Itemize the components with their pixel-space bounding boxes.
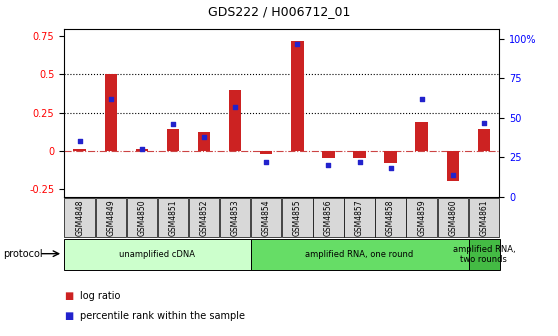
Text: percentile rank within the sample: percentile rank within the sample	[80, 311, 245, 321]
Text: GSM4853: GSM4853	[230, 199, 239, 236]
Bar	[384, 151, 397, 163]
Bar	[344, 198, 375, 237]
Point	[107, 96, 116, 101]
Text: GSM4849: GSM4849	[107, 199, 116, 236]
Point	[324, 162, 333, 168]
Text: GSM4850: GSM4850	[137, 199, 146, 236]
Text: amplified RNA, one round: amplified RNA, one round	[305, 250, 413, 259]
Bar	[95, 198, 126, 237]
Text: GSM4851: GSM4851	[169, 199, 177, 236]
Bar	[376, 198, 406, 237]
Point	[200, 134, 209, 139]
Point	[293, 41, 302, 46]
Bar	[74, 149, 86, 151]
Bar	[127, 198, 157, 237]
Text: GSM4855: GSM4855	[293, 199, 302, 236]
Text: amplified RNA,
two rounds: amplified RNA, two rounds	[453, 245, 515, 264]
Point	[479, 120, 488, 125]
Bar	[469, 239, 500, 270]
Text: GSM4852: GSM4852	[200, 199, 209, 236]
Bar	[446, 151, 459, 181]
Point	[448, 172, 457, 177]
Bar	[469, 198, 499, 237]
Text: ■: ■	[64, 291, 74, 301]
Bar	[251, 239, 469, 270]
Bar	[478, 129, 490, 151]
Bar	[65, 198, 95, 237]
Text: GSM4859: GSM4859	[417, 199, 426, 236]
Text: GSM4854: GSM4854	[262, 199, 271, 236]
Bar	[416, 122, 428, 151]
Text: ■: ■	[64, 311, 74, 321]
Text: GSM4856: GSM4856	[324, 199, 333, 236]
Point	[169, 121, 177, 127]
Bar	[104, 74, 117, 151]
Text: protocol: protocol	[3, 249, 42, 259]
Point	[417, 96, 426, 101]
Point	[230, 104, 239, 110]
Bar	[353, 151, 365, 158]
Bar	[282, 198, 312, 237]
Text: unamplified cDNA: unamplified cDNA	[119, 250, 195, 259]
Bar	[189, 198, 219, 237]
Bar	[198, 132, 210, 151]
Bar	[229, 90, 242, 151]
Bar	[167, 129, 179, 151]
Point	[386, 166, 395, 171]
Text: GSM4861: GSM4861	[479, 199, 488, 236]
Point	[75, 139, 84, 144]
Text: GSM4860: GSM4860	[448, 199, 457, 236]
Point	[355, 159, 364, 165]
Bar	[158, 198, 188, 237]
Bar	[313, 198, 344, 237]
Bar	[65, 239, 251, 270]
Text: GDS222 / H006712_01: GDS222 / H006712_01	[208, 5, 350, 18]
Bar	[260, 151, 272, 154]
Point	[137, 146, 146, 152]
Bar	[406, 198, 437, 237]
Bar	[291, 41, 304, 151]
Bar	[136, 149, 148, 151]
Bar	[251, 198, 281, 237]
Text: log ratio: log ratio	[80, 291, 120, 301]
Bar	[220, 198, 251, 237]
Text: GSM4857: GSM4857	[355, 199, 364, 236]
Text: GSM4858: GSM4858	[386, 199, 395, 236]
Bar	[437, 198, 468, 237]
Text: GSM4848: GSM4848	[75, 199, 84, 236]
Point	[262, 159, 271, 165]
Bar	[322, 151, 335, 158]
